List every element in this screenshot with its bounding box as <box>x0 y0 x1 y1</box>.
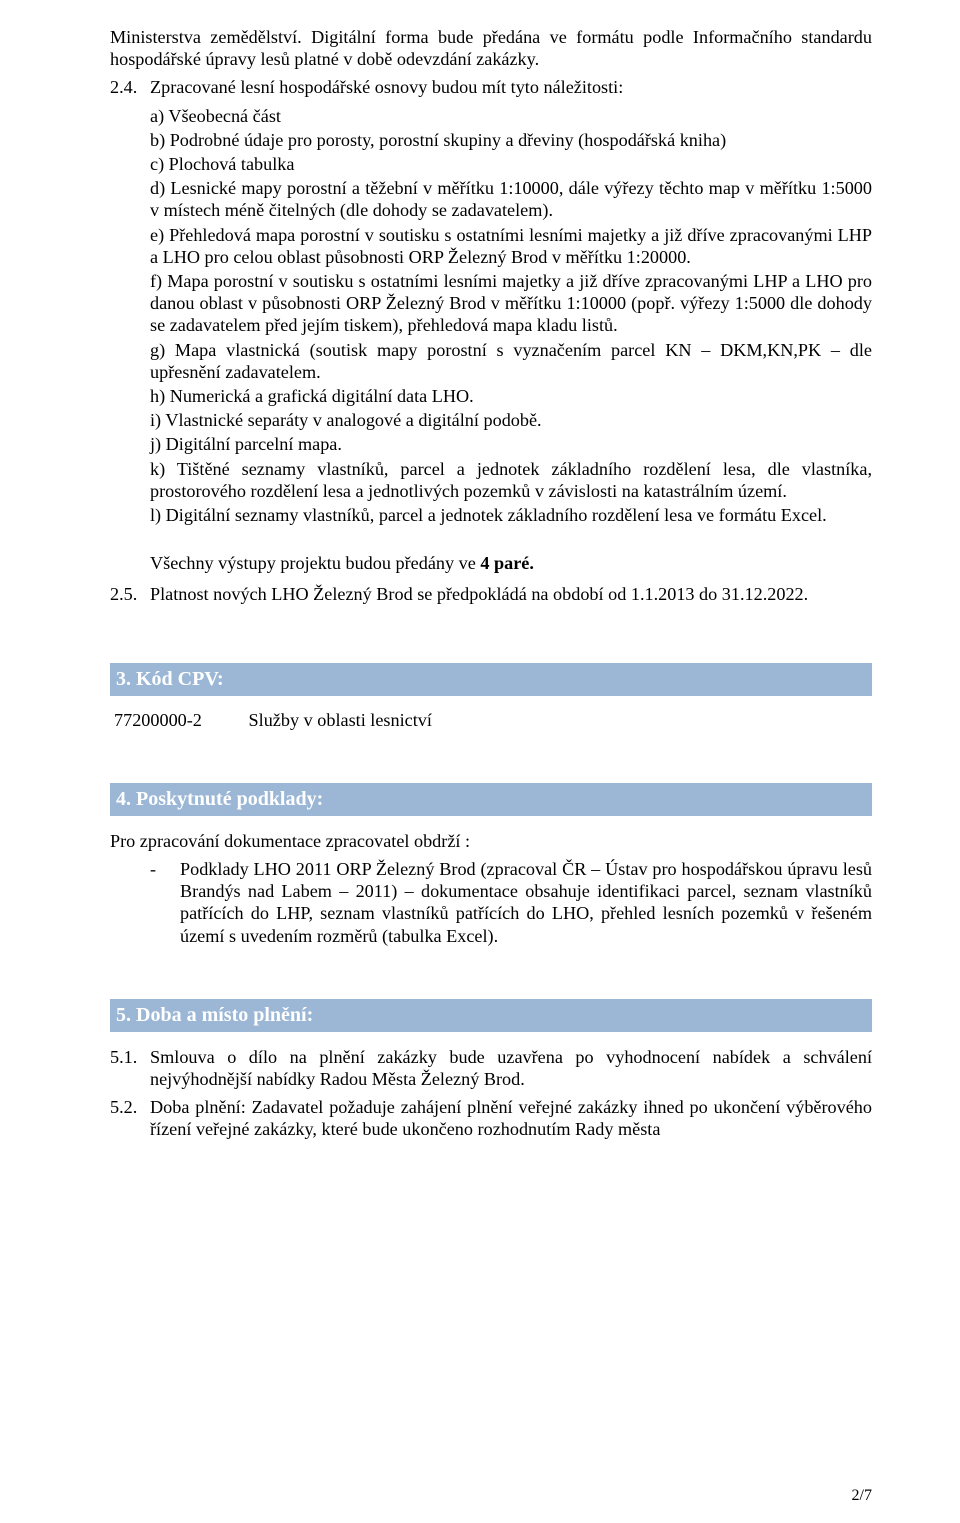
num-5-1: 5.1. <box>110 1046 150 1090</box>
item-g: g) Mapa vlastnická (soutisk mapy porostn… <box>150 339 872 383</box>
outputs-bold: 4 paré. <box>480 553 534 573</box>
item-l: l) Digitální seznamy vlastníků, parcel a… <box>150 504 872 526</box>
item-b: b) Podrobné údaje pro porosty, porostní … <box>150 129 872 151</box>
sec4-item: - Podklady LHO 2011 ORP Železný Brod (zp… <box>150 858 872 947</box>
section-5-2: 5.2. Doba plnění: Zadavatel požaduje zah… <box>110 1096 872 1140</box>
sec4-item-text: Podklady LHO 2011 ORP Železný Brod (zpra… <box>180 858 872 947</box>
item-a: a) Všeobecná část <box>150 105 872 127</box>
list-2-4: a) Všeobecná část b) Podrobné údaje pro … <box>150 105 872 527</box>
item-h: h) Numerická a grafická digitální data L… <box>150 385 872 407</box>
item-c: c) Plochová tabulka <box>150 153 872 175</box>
outputs-prefix: Všechny výstupy projektu budou předány v… <box>150 553 480 573</box>
num-5-2: 5.2. <box>110 1096 150 1140</box>
section-5-header: 5. Doba a místo plnění: <box>110 999 872 1032</box>
item-j: j) Digitální parcelní mapa. <box>150 433 872 455</box>
section-2-5: 2.5. Platnost nových LHO Železný Brod se… <box>110 583 872 605</box>
cpv-label: Služby v oblasti lesnictví <box>249 710 432 730</box>
text-2-5: Platnost nových LHO Železný Brod se před… <box>150 583 872 605</box>
item-i: i) Vlastnické separáty v analogové a dig… <box>150 409 872 431</box>
item-d: d) Lesnické mapy porostní a těžební v mě… <box>150 177 872 221</box>
intro-tail: Ministerstva zemědělství. Digitální form… <box>110 26 872 70</box>
section-5-1: 5.1. Smlouva o dílo na plnění zakázky bu… <box>110 1046 872 1090</box>
outputs-line: Všechny výstupy projektu budou předány v… <box>150 552 872 574</box>
lead-2-4: Zpracované lesní hospodářské osnovy budo… <box>150 76 872 98</box>
document-page: Ministerstva zemědělství. Digitální form… <box>0 0 960 1523</box>
item-e: e) Přehledová mapa porostní v soutisku s… <box>150 224 872 268</box>
sec4-lead: Pro zpracování dokumentace zpracovatel o… <box>110 830 872 852</box>
cpv-row: 77200000-2 Služby v oblasti lesnictví <box>114 710 872 731</box>
item-k: k) Tištěné seznamy vlastníků, parcel a j… <box>150 458 872 502</box>
cpv-code: 77200000-2 <box>114 710 244 731</box>
item-f: f) Mapa porostní v soutisku s ostatními … <box>150 270 872 337</box>
section-3-header: 3. Kód CPV: <box>110 663 872 696</box>
sec4-list: - Podklady LHO 2011 ORP Železný Brod (zp… <box>150 858 872 947</box>
num-2-5: 2.5. <box>110 583 150 605</box>
section-4-header: 4. Poskytnuté podklady: <box>110 783 872 816</box>
dash-icon: - <box>150 858 180 947</box>
text-5-2: Doba plnění: Zadavatel požaduje zahájení… <box>150 1096 872 1140</box>
section-2-4: 2.4. Zpracované lesní hospodářské osnovy… <box>110 76 872 98</box>
num-2-4: 2.4. <box>110 76 150 98</box>
page-number: 2/7 <box>852 1487 872 1505</box>
text-5-1: Smlouva o dílo na plnění zakázky bude uz… <box>150 1046 872 1090</box>
